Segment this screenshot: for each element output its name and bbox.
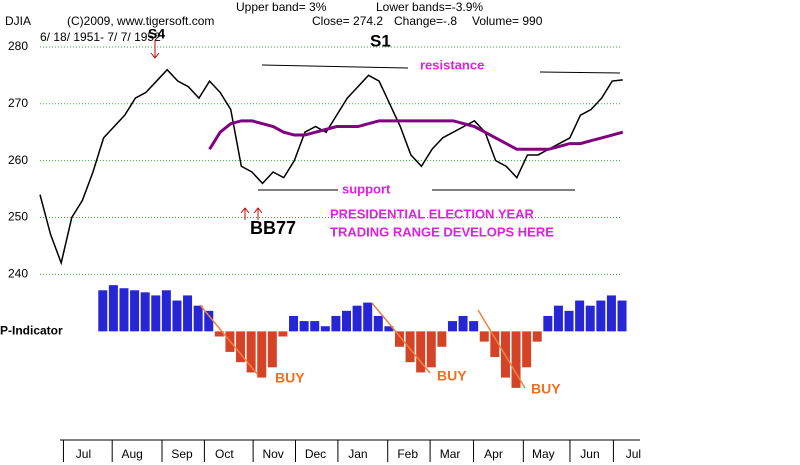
annotation: TRADING RANGE DEVELOPS HERE: [330, 224, 554, 239]
bar: [98, 290, 108, 332]
bar: [416, 331, 426, 373]
x-tick-label: Jul: [626, 447, 641, 461]
bar: [278, 331, 288, 337]
buy-label: BUY: [531, 381, 561, 397]
bar: [373, 315, 383, 332]
series-line: [39, 68, 623, 266]
y-tick-label: 270: [8, 96, 28, 110]
close: Close= 274.2: [312, 14, 383, 28]
bar: [289, 315, 299, 332]
bar: [447, 321, 457, 332]
x-tick-label: Dec: [305, 447, 326, 461]
annotation: S4: [148, 26, 165, 42]
bar: [437, 331, 447, 347]
panel-title: P-Indicator: [0, 324, 63, 338]
y-tick-label: 280: [8, 39, 28, 53]
bar: [532, 331, 542, 342]
bar: [394, 331, 404, 347]
bar: [257, 331, 267, 378]
y-tick-label: 260: [8, 153, 28, 167]
bar: [119, 288, 129, 332]
x-tick-label: Nov: [262, 447, 283, 461]
bar: [469, 321, 479, 332]
copyright: (C)2009, www.tigersoft.com: [67, 14, 214, 28]
bar: [543, 315, 553, 332]
bar: [108, 285, 118, 332]
y-tick-label: 250: [8, 210, 28, 224]
bar: [320, 326, 330, 332]
bar: [299, 321, 309, 332]
buy-arrow: [240, 207, 263, 220]
bar: [564, 310, 574, 332]
bar: [204, 310, 214, 332]
bar: [384, 326, 394, 332]
bar: [490, 331, 500, 358]
bar: [511, 331, 521, 388]
buy-label: BUY: [275, 370, 305, 386]
bar: [172, 300, 182, 332]
bar: [352, 305, 362, 332]
resistance-line: [261, 64, 409, 69]
bar: [617, 300, 627, 332]
bar: [479, 331, 489, 342]
upper-band: Upper band= 3%: [236, 0, 327, 14]
date-range: 6/ 18/ 1951- 7/ 7/ 1952: [40, 30, 161, 44]
annotation: S1: [370, 31, 391, 50]
bar: [310, 321, 320, 332]
x-tick-label: Aug: [122, 447, 143, 461]
change: Change=-.8: [394, 14, 457, 28]
buy-trendline: [477, 309, 526, 389]
bar: [140, 292, 150, 332]
bar: [130, 290, 140, 332]
bar: [342, 310, 352, 332]
x-tick-label: Apr: [484, 447, 503, 461]
bar: [596, 300, 606, 332]
bar: [161, 290, 171, 332]
annotation: resistance: [420, 57, 484, 72]
bar: [426, 331, 436, 368]
bar: [214, 331, 224, 337]
bar: [363, 302, 373, 332]
x-tick-label: Jan: [348, 447, 367, 461]
bar: [553, 305, 563, 332]
bar: [585, 305, 595, 332]
bar: [405, 331, 415, 363]
resistance-line: [539, 71, 621, 74]
lower-bands: Lower bands=-3.9%: [376, 0, 483, 14]
bar: [246, 331, 256, 373]
volume: Volume= 990: [472, 14, 543, 28]
bar: [606, 295, 616, 332]
x-tick-label: Feb: [397, 447, 418, 461]
x-tick-label: Jun: [580, 447, 599, 461]
x-tick-label: Sep: [171, 447, 193, 461]
bar: [458, 315, 468, 332]
annotation: support: [342, 181, 391, 196]
x-tick-label: May: [532, 447, 555, 461]
annotation: BB77: [250, 218, 296, 238]
annotation: PRESIDENTIAL ELECTION YEAR: [330, 206, 535, 221]
bar: [522, 331, 532, 368]
bar: [183, 295, 193, 332]
buy-label: BUY: [437, 368, 467, 384]
x-tick-label: Jul: [76, 447, 91, 461]
bar: [331, 315, 341, 332]
buy-trendline: [199, 304, 259, 376]
bar: [267, 331, 277, 368]
sell-arrow: [150, 40, 160, 59]
symbol: DJIA: [5, 14, 31, 28]
x-tick-label: Mar: [440, 447, 461, 461]
bar: [193, 305, 203, 332]
y-tick-label: 240: [8, 266, 28, 280]
series-line: [208, 119, 624, 151]
bar: [151, 295, 161, 332]
buy-trendline: [371, 302, 431, 374]
bar: [236, 331, 246, 363]
x-tick-label: Oct: [215, 447, 234, 461]
bar: [575, 300, 585, 332]
